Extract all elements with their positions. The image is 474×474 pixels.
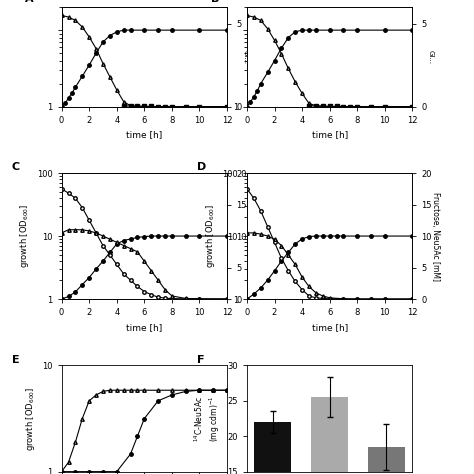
Bar	[311, 397, 348, 474]
Text: D: D	[197, 163, 207, 173]
Text: A: A	[25, 0, 34, 4]
X-axis label: time [h]: time [h]	[126, 323, 163, 332]
Bar	[255, 422, 292, 474]
Y-axis label: $^{14}$C-Neu5Ac
(mg cdm)$^{-1}$: $^{14}$C-Neu5Ac (mg cdm)$^{-1}$	[193, 395, 222, 442]
X-axis label: time [h]: time [h]	[311, 130, 348, 139]
Text: F: F	[197, 356, 205, 365]
Y-axis label: Fructose, Neu5Ac [mM]: Fructose, Neu5Ac [mM]	[246, 191, 255, 281]
Y-axis label: Gl...: Gl...	[242, 50, 248, 64]
Text: B: B	[210, 0, 219, 4]
Y-axis label: Gl...: Gl...	[428, 50, 434, 64]
X-axis label: time [h]: time [h]	[311, 323, 348, 332]
Y-axis label: Fructose, Neu5Ac [mM]: Fructose, Neu5Ac [mM]	[431, 191, 440, 281]
Text: C: C	[12, 163, 20, 173]
Y-axis label: growth [OD$_{600}$]: growth [OD$_{600}$]	[18, 204, 31, 268]
Y-axis label: growth [OD$_{600}$]: growth [OD$_{600}$]	[24, 386, 36, 451]
Y-axis label: growth [OD$_{600}$]: growth [OD$_{600}$]	[204, 204, 217, 268]
Text: E: E	[12, 356, 19, 365]
X-axis label: time [h]: time [h]	[126, 130, 163, 139]
Bar	[368, 447, 405, 474]
